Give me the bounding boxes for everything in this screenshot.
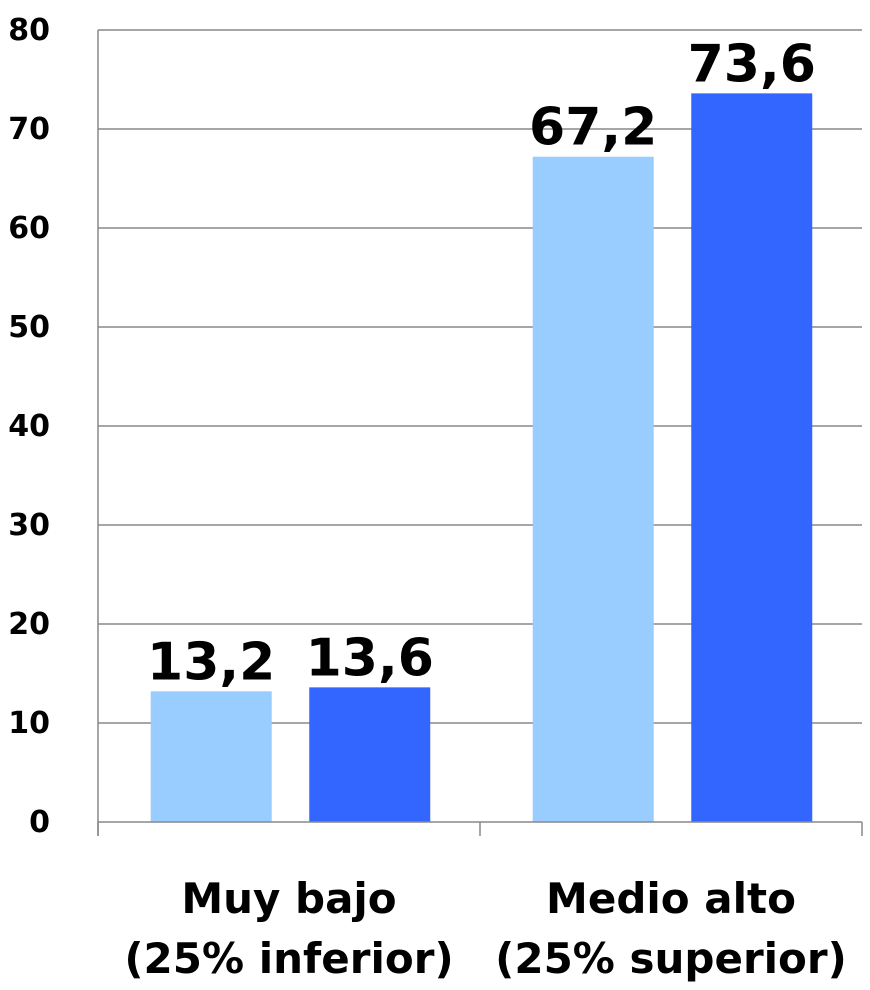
x-category-label: Medio alto	[546, 874, 796, 923]
bar	[532, 156, 654, 823]
data-label: 73,6	[688, 34, 816, 94]
bar	[309, 687, 431, 822]
data-label: 13,2	[147, 632, 275, 692]
y-tick-label: 10	[8, 706, 50, 741]
x-category-label: Muy bajo	[181, 874, 396, 923]
data-label: 67,2	[529, 98, 657, 158]
y-tick-label: 50	[8, 310, 50, 345]
data-label: 13,6	[306, 628, 434, 688]
y-tick-label: 80	[8, 13, 50, 48]
x-category-label: (25% superior)	[495, 934, 847, 983]
bar	[150, 691, 272, 822]
y-tick-label: 0	[29, 805, 50, 840]
y-tick-label: 20	[8, 607, 50, 642]
labels: 0 10 20 30 40 50 60 70 80 13,2 13,6 Muy bajo (25% in…	[8, 13, 847, 983]
y-tick-label: 60	[8, 211, 50, 246]
y-tick-label: 40	[8, 409, 50, 444]
y-tick-label: 70	[8, 112, 50, 147]
gridlines	[98, 29, 862, 724]
x-category-label: (25% inferior)	[124, 934, 453, 983]
bars	[150, 93, 813, 823]
axes	[97, 30, 863, 836]
y-tick-label: 30	[8, 508, 50, 543]
bar	[691, 93, 813, 823]
